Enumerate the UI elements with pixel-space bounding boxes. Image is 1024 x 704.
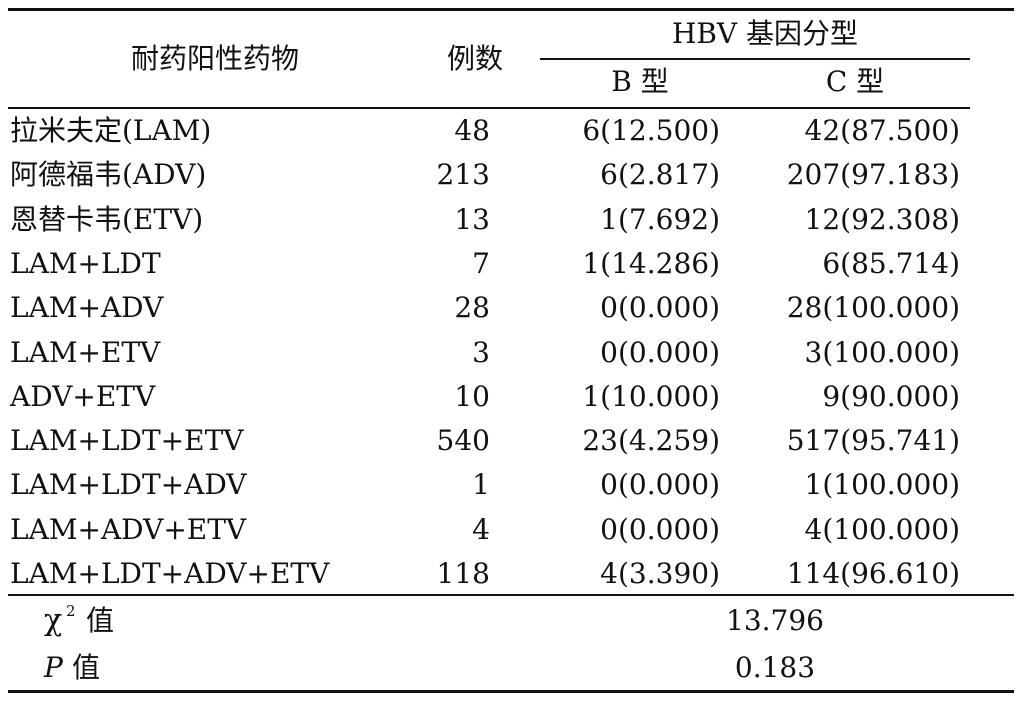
cell-genotype-c: 4(100.000) bbox=[804, 513, 960, 546]
cell-genotype-c: 3(100.000) bbox=[804, 336, 960, 369]
cell-count: 13 bbox=[454, 203, 490, 236]
cell-genotype-c: 42(87.500) bbox=[804, 114, 960, 147]
cell-genotype-b: 6(2.817) bbox=[600, 158, 720, 191]
header-genotype-group: HBV 基因分型 bbox=[671, 17, 859, 50]
cell-genotype-b: 0(0.000) bbox=[600, 513, 720, 546]
cell-genotype-b: 23(4.259) bbox=[582, 424, 720, 457]
cell-count: 4 bbox=[472, 513, 490, 546]
p-value: 0.183 bbox=[734, 651, 816, 684]
header-genotype-b: B 型 bbox=[611, 65, 669, 98]
cell-count: 118 bbox=[436, 557, 490, 590]
cell-count: 540 bbox=[436, 424, 490, 457]
cell-genotype-c: 207(97.183) bbox=[786, 158, 960, 191]
cell-genotype-c: 114(96.610) bbox=[786, 557, 960, 590]
cell-drug: 恩替卡韦(ETV) bbox=[10, 203, 204, 236]
cell-genotype-b: 0(0.000) bbox=[600, 468, 720, 501]
cell-count: 48 bbox=[454, 114, 490, 147]
cell-genotype-b: 0(0.000) bbox=[600, 291, 720, 324]
cell-genotype-c: 6(85.714) bbox=[822, 247, 960, 280]
header-count: 例数 bbox=[446, 42, 503, 75]
header-drug: 耐药阳性药物 bbox=[130, 42, 299, 75]
cell-drug: 拉米夫定(LAM) bbox=[10, 114, 212, 147]
chi-square-label: 值 bbox=[86, 604, 115, 637]
genotype-group-rule bbox=[540, 58, 970, 60]
cell-count: 1 bbox=[472, 468, 490, 501]
cell-genotype-b: 0(0.000) bbox=[600, 336, 720, 369]
cell-genotype-c: 9(90.000) bbox=[822, 380, 960, 413]
cell-drug: LAM+LDT bbox=[10, 247, 161, 280]
cell-genotype-b: 1(7.692) bbox=[600, 203, 720, 236]
chi-square-superscript: 2 bbox=[66, 602, 76, 620]
cell-count: 3 bbox=[472, 336, 490, 369]
cell-drug: ADV+ETV bbox=[10, 380, 156, 413]
cell-genotype-b: 6(12.500) bbox=[582, 114, 720, 147]
cell-count: 10 bbox=[454, 380, 490, 413]
cell-drug: 阿德福韦(ADV) bbox=[10, 158, 207, 191]
cell-drug: LAM+ETV bbox=[10, 336, 161, 369]
cell-count: 28 bbox=[454, 291, 490, 324]
cell-drug: LAM+ADV bbox=[10, 291, 164, 324]
cell-count: 213 bbox=[436, 158, 490, 191]
header-bottom-rule bbox=[8, 107, 970, 109]
cell-genotype-b: 1(10.000) bbox=[582, 380, 720, 413]
cell-drug: LAM+LDT+ADV+ETV bbox=[10, 557, 330, 590]
cell-drug: LAM+LDT+ETV bbox=[10, 424, 244, 457]
cell-drug: LAM+LDT+ADV bbox=[10, 468, 247, 501]
cell-genotype-c: 1(100.000) bbox=[804, 468, 960, 501]
chi-square-symbol: χ bbox=[44, 603, 63, 638]
cell-genotype-c: 28(100.000) bbox=[786, 291, 960, 324]
cell-genotype-b: 1(14.286) bbox=[582, 247, 720, 280]
cell-count: 7 bbox=[472, 247, 490, 280]
chi-square-value: 13.796 bbox=[726, 604, 824, 637]
cell-genotype-c: 12(92.308) bbox=[804, 203, 960, 236]
table-bottom-rule bbox=[8, 690, 1014, 693]
cell-genotype-c: 517(95.741) bbox=[786, 424, 960, 457]
header-genotype-c: C 型 bbox=[825, 65, 885, 98]
p-label: 值 bbox=[72, 651, 101, 684]
cell-drug: LAM+ADV+ETV bbox=[10, 513, 247, 546]
stats-top-rule bbox=[8, 594, 1014, 596]
cell-genotype-b: 4(3.390) bbox=[600, 557, 720, 590]
p-symbol: P bbox=[44, 651, 63, 684]
table-top-rule bbox=[8, 8, 1014, 11]
